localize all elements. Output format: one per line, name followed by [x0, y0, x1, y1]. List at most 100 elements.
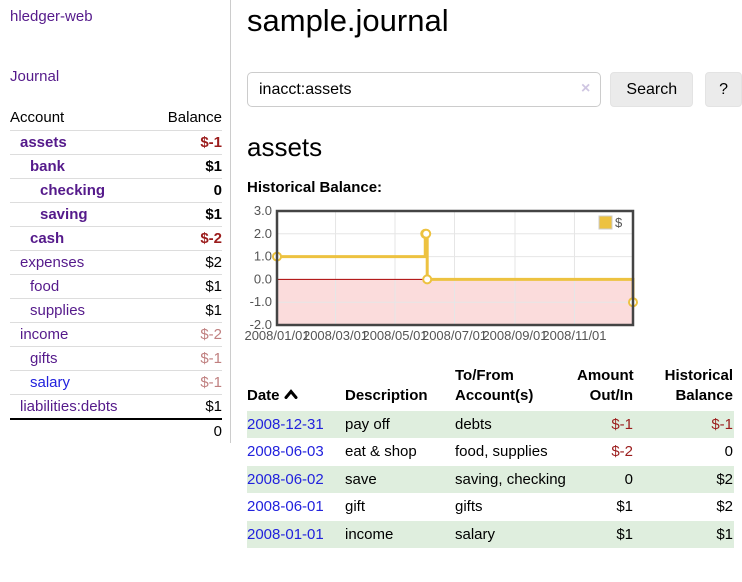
sidebar-item-journal[interactable]: Journal: [10, 68, 60, 85]
account-row: expenses $2: [10, 250, 222, 275]
account-link[interactable]: bank: [30, 158, 66, 175]
transaction-row: 2008-12-31 pay off debts $-1 $-1: [247, 410, 734, 438]
register-body: 2008-12-31 pay off debts $-1 $-1 2008-06-03 ea…: [247, 410, 734, 549]
transaction-date-link[interactable]: 2008-06-03: [247, 443, 324, 460]
transaction-cell-accounts: debts: [455, 415, 492, 433]
account-balance: $-2: [150, 226, 222, 251]
data-point-marker: [422, 274, 433, 285]
transaction-date-cell: 2008-06-02: [247, 466, 345, 494]
transaction-date-cell: 2008-01-01: [247, 521, 345, 549]
transaction-date-cell: 2008-06-03: [247, 438, 345, 466]
account-link[interactable]: food: [30, 278, 60, 295]
register-column-header[interactable]: Date: [247, 364, 345, 411]
account-row: food $1: [10, 274, 222, 299]
transaction-cell-accounts: salary: [455, 525, 496, 543]
account-link[interactable]: supplies: [30, 302, 86, 319]
transaction-cell-amount: $1: [616, 498, 633, 515]
x-tick-label: 2008/03/01: [303, 328, 368, 343]
accounts-header-row: Account Balance: [10, 106, 222, 131]
transaction-date-link[interactable]: 2008-06-01: [247, 498, 324, 515]
sidebar: hledger-web Journal Account Balance asse…: [0, 0, 231, 443]
account-balance: $1: [150, 202, 222, 227]
transaction-cell-amount: $1: [616, 525, 633, 543]
accounts-total-spacer: [10, 418, 151, 443]
main-content: sample.journal × Search ? assets Histori…: [244, 0, 742, 548]
account-balance: $2: [150, 250, 222, 275]
account-link[interactable]: expenses: [20, 254, 85, 271]
transaction-cell-balance: 0: [724, 443, 733, 460]
sidebar-accounts-body: assets $-1 bank $1 checking 0 saving $1 cash $-2 e…: [10, 130, 222, 419]
register-header-row: Date Description To/From Account(s) Amount …: [247, 364, 734, 411]
transaction-cell-accounts: food, supplies: [455, 443, 548, 460]
page-title: sample.journal: [247, 3, 449, 38]
accounts-table: Account Balance assets $-1 bank $1 checking 0…: [10, 106, 222, 443]
account-heading: assets: [247, 132, 323, 162]
sort-ascending-icon: [284, 389, 298, 400]
app-title-link[interactable]: hledger-web: [10, 8, 93, 25]
transaction-cell-balance: $2: [716, 498, 733, 515]
account-link[interactable]: saving: [40, 206, 88, 223]
register-column-header: To/From Account(s): [455, 364, 577, 411]
account-row: assets $-1: [10, 130, 222, 155]
transaction-cell-amount: 0: [624, 470, 633, 488]
y-tick-label: 3.0: [254, 203, 272, 218]
transaction-cell-description: eat & shop: [345, 443, 417, 460]
register-column-header: Description: [345, 364, 455, 411]
account-row: income $-2: [10, 322, 222, 347]
search-row: × Search ?: [247, 72, 742, 107]
search-button[interactable]: Search: [610, 72, 694, 107]
account-link[interactable]: liabilities:debts: [20, 398, 118, 415]
help-button[interactable]: ?: [705, 72, 742, 107]
chart-border: [275, 209, 635, 327]
transaction-date-link[interactable]: 2008-01-01: [247, 525, 324, 543]
transaction-date-link[interactable]: 2008-06-02: [247, 470, 324, 488]
account-row: cash $-2: [10, 226, 222, 251]
transaction-cell-amount: $-2: [611, 443, 633, 460]
account-link[interactable]: salary: [30, 374, 71, 391]
accounts-header-account: Account: [10, 109, 65, 126]
account-row: checking 0: [10, 178, 222, 203]
account-balance: $-1: [150, 130, 222, 155]
x-tick-label: 2008/01/01: [244, 328, 309, 343]
legend-swatch: [598, 215, 613, 230]
accounts-header-balance: Balance: [167, 109, 222, 126]
account-row: saving $1: [10, 202, 222, 227]
column-header-label: Amount Out/In: [577, 367, 634, 405]
transaction-row: 2008-06-01 gift gifts $1 $2: [247, 493, 734, 521]
account-link[interactable]: assets: [20, 134, 67, 151]
account-link[interactable]: cash: [30, 230, 65, 247]
account-balance: $1: [150, 154, 222, 179]
legend-label: $: [615, 215, 623, 230]
account-balance: $-1: [150, 370, 222, 395]
account-row: supplies $1: [10, 298, 222, 323]
chart-title: Historical Balance:: [247, 179, 383, 196]
account-row: gifts $-1: [10, 346, 222, 371]
transaction-cell-description: income: [345, 525, 394, 543]
transaction-cell-amount: $-1: [611, 415, 633, 433]
y-tick-label: 2.0: [254, 226, 272, 241]
accounts-total-row: 0: [10, 418, 222, 443]
account-balance: $-1: [150, 346, 222, 371]
x-tick-label: 2008/07/01: [422, 328, 487, 343]
transaction-row: 2008-06-03 eat & shop food, supplies $-2 0: [247, 438, 734, 466]
transaction-cell-balance: $2: [716, 470, 733, 488]
column-header-label: To/From Account(s): [455, 367, 534, 405]
search-input[interactable]: [247, 72, 602, 107]
account-link[interactable]: checking: [40, 182, 106, 199]
account-row: liabilities:debts $1: [10, 394, 222, 419]
y-tick-label: -1.0: [250, 294, 272, 309]
account-balance: $-2: [150, 322, 222, 347]
transaction-date-cell: 2008-06-01: [247, 493, 345, 521]
account-row: salary $-1: [10, 370, 222, 395]
search-box: ×: [247, 72, 602, 107]
account-link[interactable]: gifts: [30, 350, 58, 367]
transaction-cell-accounts: saving, checking: [455, 470, 566, 488]
historical-balance-chart: $3.0 2.0 1.0 0.0 -1.0 -2.02008/01/012008/03/0…: [244, 203, 638, 343]
x-tick-label: 2008/11/01: [542, 328, 606, 343]
register-table: Date Description To/From Account(s) Amount …: [247, 364, 734, 548]
clear-search-icon[interactable]: ×: [581, 80, 591, 97]
account-link[interactable]: income: [20, 326, 69, 343]
transaction-date-link[interactable]: 2008-12-31: [247, 415, 324, 433]
transaction-cell-description: gift: [345, 498, 366, 515]
account-balance: $1: [150, 394, 222, 419]
